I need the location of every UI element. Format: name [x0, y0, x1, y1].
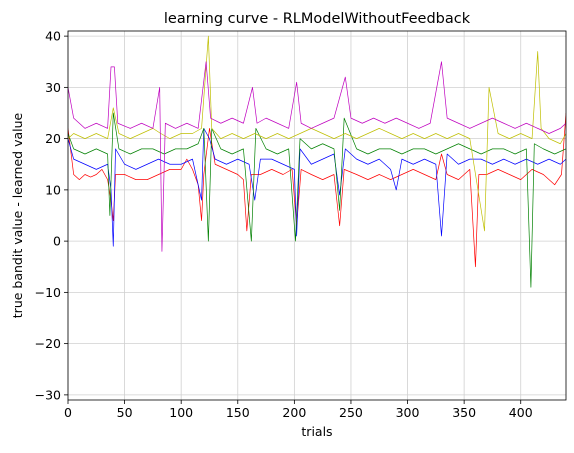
x-tick-label: 200: [282, 405, 306, 420]
series-line-1: [68, 112, 566, 268]
y-tick-label: 20: [45, 131, 61, 146]
x-tick-label: 250: [339, 405, 363, 420]
chart-title: learning curve - RLModelWithoutFeedback: [164, 11, 471, 27]
y-tick-label: 0: [53, 234, 61, 249]
x-tick-label: 0: [64, 405, 72, 420]
grid-layer: [67, 31, 566, 400]
y-tick-label: −10: [35, 285, 61, 300]
series-line-5: [68, 61, 566, 252]
series-line-2: [68, 128, 566, 247]
y-tick-label: 40: [45, 29, 61, 44]
x-tick-label: 100: [169, 405, 193, 420]
x-axis-label: trials: [301, 424, 332, 439]
x-tick-label: 300: [396, 405, 420, 420]
series-layer: [68, 35, 566, 288]
y-tick-label: −20: [35, 336, 61, 351]
series-line-3: [68, 112, 566, 288]
y-tick-label: 10: [45, 182, 61, 197]
y-axis-label: true bandit value - learned value: [10, 112, 25, 318]
y-tick-label: 30: [45, 80, 61, 95]
plot-frame: [67, 30, 567, 401]
x-tick-label: 150: [226, 405, 250, 420]
x-tick-label: 350: [452, 405, 476, 420]
y-tick-label: −30: [35, 387, 61, 402]
tick-layer: 0 50 100 150 200 250 300 350 400 −30 −20 −10 0 10 20 30…: [35, 29, 533, 420]
x-tick-label: 50: [117, 405, 133, 420]
x-tick-label: 400: [509, 405, 533, 420]
